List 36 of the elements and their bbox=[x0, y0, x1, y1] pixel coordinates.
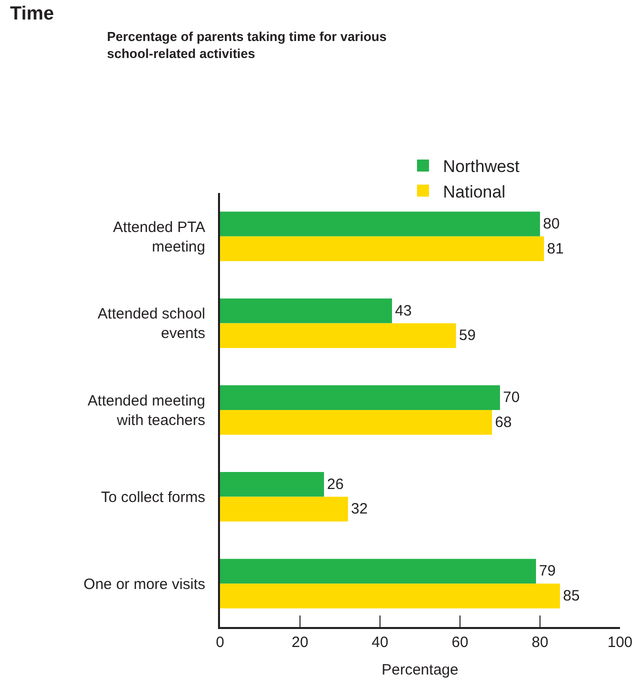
x-tick-label: 100 bbox=[607, 634, 633, 651]
y-tick-label: Attended PTA meeting bbox=[112, 218, 206, 256]
x-tick-label: 20 bbox=[292, 634, 308, 651]
data-label: 43 bbox=[395, 302, 412, 320]
legend-label: National bbox=[443, 182, 506, 202]
chart-subtitle: Percentage of parents taking time for various school-related activities bbox=[107, 29, 387, 61]
data-label: 70 bbox=[503, 389, 520, 406]
bar bbox=[220, 584, 560, 608]
x-tick-label: 40 bbox=[372, 634, 388, 651]
y-tick-label: Attended meeting with teachers bbox=[88, 392, 206, 429]
bar bbox=[220, 385, 500, 410]
bar bbox=[220, 472, 324, 497]
data-label: 81 bbox=[547, 240, 564, 258]
text: Time bbox=[10, 3, 54, 24]
y-tick-label: Attended school events bbox=[98, 306, 206, 342]
bar bbox=[220, 558, 536, 584]
data-label: 59 bbox=[459, 327, 476, 344]
data-label: 79 bbox=[539, 562, 556, 580]
y-tick-label: To collect forms bbox=[101, 489, 206, 506]
data-label: 68 bbox=[495, 414, 512, 431]
data-label: 32 bbox=[351, 500, 368, 518]
x-tick-label: 60 bbox=[452, 634, 468, 651]
x-axis-title: Percentage bbox=[382, 661, 458, 678]
legend-label: Northwest bbox=[443, 157, 520, 176]
bar bbox=[220, 496, 348, 522]
bar bbox=[220, 236, 544, 262]
y-tick-label: One or more visits bbox=[84, 576, 206, 593]
x-tick-label: 80 bbox=[532, 634, 548, 651]
data-label: 85 bbox=[563, 587, 580, 604]
x-tick-label: 0 bbox=[216, 634, 224, 651]
bar bbox=[220, 410, 492, 435]
bar bbox=[220, 212, 540, 236]
bar bbox=[220, 323, 456, 348]
data-label: 80 bbox=[543, 216, 560, 233]
data-label: 26 bbox=[327, 476, 344, 493]
bar bbox=[220, 298, 392, 324]
